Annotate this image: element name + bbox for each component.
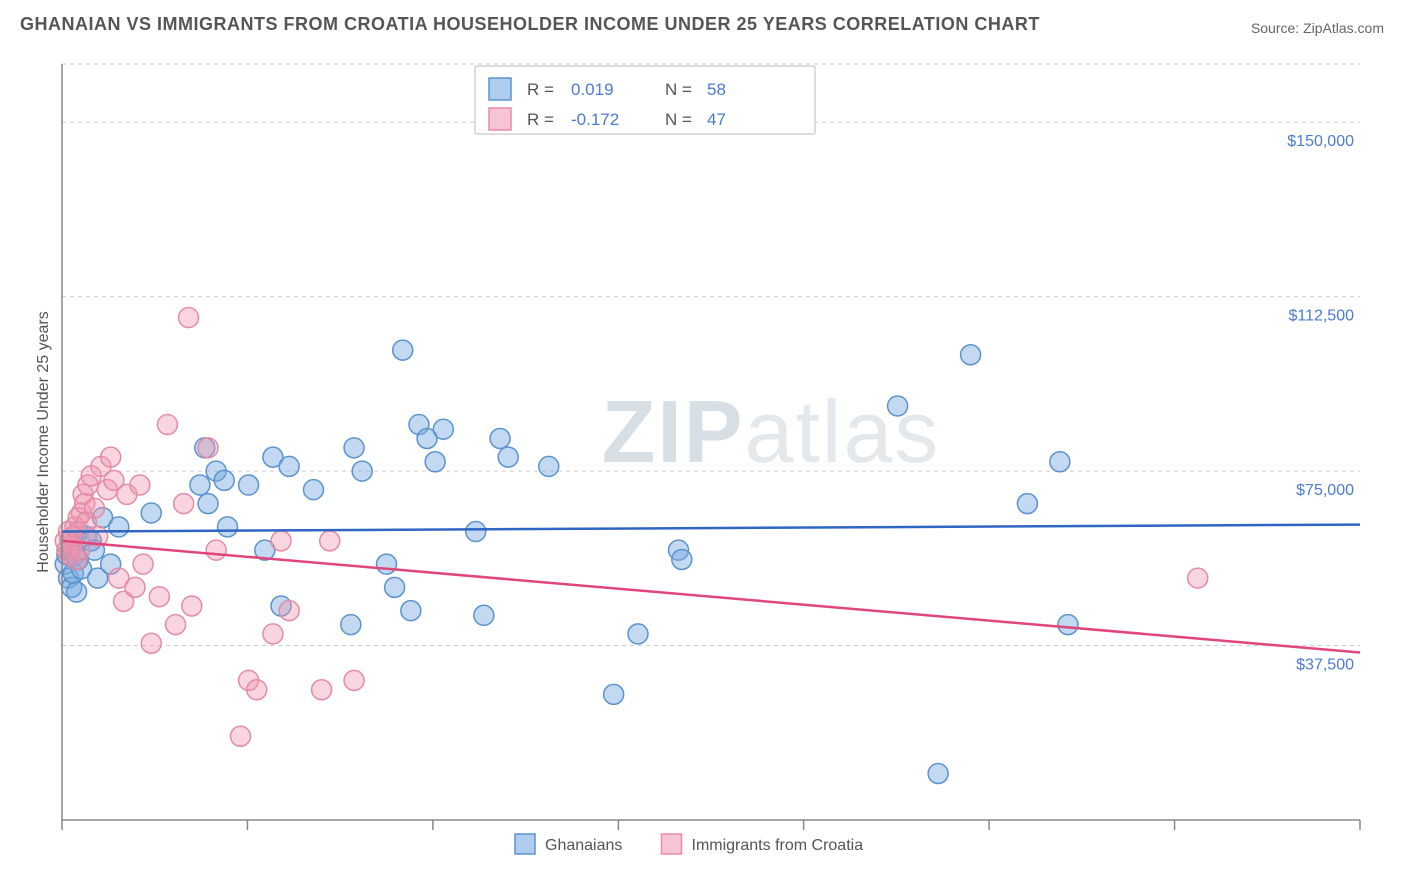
- watermark: ZIPatlas: [602, 382, 941, 481]
- data-point-croatia: [312, 680, 332, 700]
- bottom-legend-swatch: [515, 834, 535, 854]
- source-attribution: Source: ZipAtlas.com: [1251, 20, 1384, 36]
- data-point-croatia: [84, 498, 104, 518]
- data-point-ghanaians: [466, 522, 486, 542]
- data-point-croatia: [149, 587, 169, 607]
- y-axis-title: Householder Income Under 25 years: [35, 311, 52, 572]
- data-point-ghanaians: [474, 605, 494, 625]
- data-point-ghanaians: [352, 461, 372, 481]
- data-point-croatia: [279, 601, 299, 621]
- data-point-croatia: [130, 475, 150, 495]
- data-point-ghanaians: [401, 601, 421, 621]
- data-point-ghanaians: [341, 615, 361, 635]
- data-point-croatia: [344, 670, 364, 690]
- data-point-croatia: [271, 531, 291, 551]
- data-point-ghanaians: [425, 452, 445, 472]
- data-point-ghanaians: [490, 429, 510, 449]
- data-point-ghanaians: [928, 763, 948, 783]
- data-point-croatia: [166, 615, 186, 635]
- data-point-croatia: [230, 726, 250, 746]
- y-tick-label: $75,000: [1296, 482, 1354, 499]
- data-point-ghanaians: [888, 396, 908, 416]
- correlation-scatter-chart: $37,500 $75,000 $112,500 $150,000 ZIPatlas Ho…: [20, 50, 1386, 880]
- y-tick-label: $150,000: [1287, 133, 1354, 150]
- legend-n-label: N =: [665, 80, 692, 99]
- data-point-ghanaians: [628, 624, 648, 644]
- correlation-legend: [475, 66, 815, 134]
- data-point-croatia: [179, 308, 199, 328]
- data-point-ghanaians: [214, 470, 234, 490]
- data-point-croatia: [141, 633, 161, 653]
- data-point-ghanaians: [433, 419, 453, 439]
- bottom-legend-label: Immigrants from Croatia: [692, 837, 864, 854]
- data-point-croatia: [125, 577, 145, 597]
- data-point-croatia: [174, 494, 194, 514]
- data-point-croatia: [263, 624, 283, 644]
- data-point-ghanaians: [1058, 615, 1078, 635]
- data-point-ghanaians: [141, 503, 161, 523]
- data-point-ghanaians: [672, 549, 692, 569]
- data-point-croatia: [206, 540, 226, 560]
- legend-r-label: R =: [527, 80, 554, 99]
- data-point-ghanaians: [393, 340, 413, 360]
- chart-title: GHANAIAN VS IMMIGRANTS FROM CROATIA HOUS…: [20, 14, 1040, 35]
- legend-n-value: 47: [707, 110, 726, 129]
- data-point-ghanaians: [961, 345, 981, 365]
- data-point-ghanaians: [217, 517, 237, 537]
- bottom-legend-swatch: [662, 834, 682, 854]
- legend-r-value: 0.019: [571, 80, 614, 99]
- data-point-ghanaians: [67, 582, 87, 602]
- data-point-croatia: [198, 438, 218, 458]
- data-point-ghanaians: [377, 554, 397, 574]
- data-point-ghanaians: [604, 684, 624, 704]
- y-tick-label: $112,500: [1288, 308, 1354, 325]
- data-point-croatia: [247, 680, 267, 700]
- legend-swatch: [489, 78, 511, 100]
- legend-r-label: R =: [527, 110, 554, 129]
- data-point-ghanaians: [109, 517, 129, 537]
- data-point-ghanaians: [539, 456, 559, 476]
- data-point-ghanaians: [239, 475, 259, 495]
- data-point-ghanaians: [385, 577, 405, 597]
- legend-swatch: [489, 108, 511, 130]
- data-point-ghanaians: [303, 480, 323, 500]
- trend-line-ghanaians: [62, 525, 1360, 532]
- legend-n-value: 58: [707, 80, 726, 99]
- data-point-croatia: [320, 531, 340, 551]
- data-point-ghanaians: [1017, 494, 1037, 514]
- data-point-croatia: [182, 596, 202, 616]
- bottom-legend-label: Ghanaians: [545, 837, 622, 854]
- data-point-ghanaians: [344, 438, 364, 458]
- data-point-ghanaians: [498, 447, 518, 467]
- y-tick-label: $37,500: [1296, 657, 1354, 674]
- data-point-ghanaians: [279, 456, 299, 476]
- data-point-croatia: [157, 415, 177, 435]
- trend-line-croatia: [62, 541, 1360, 653]
- data-point-ghanaians: [1050, 452, 1070, 472]
- data-point-croatia: [133, 554, 153, 574]
- legend-r-value: -0.172: [571, 110, 619, 129]
- data-point-ghanaians: [190, 475, 210, 495]
- data-point-croatia: [101, 447, 121, 467]
- legend-n-label: N =: [665, 110, 692, 129]
- data-point-croatia: [1188, 568, 1208, 588]
- data-point-ghanaians: [198, 494, 218, 514]
